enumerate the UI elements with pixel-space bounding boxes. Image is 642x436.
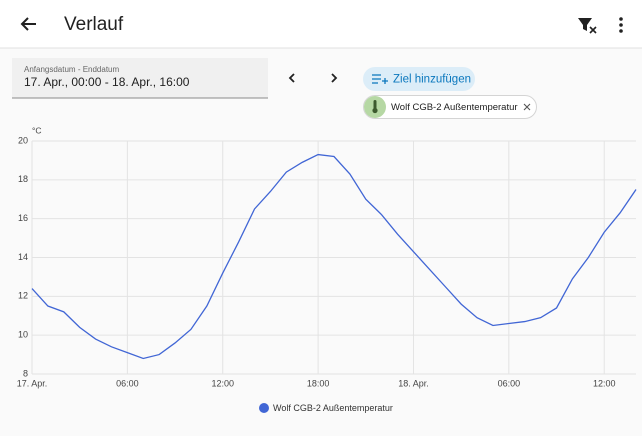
x-tick-label: 06:00 <box>116 378 139 388</box>
clear-filter-button[interactable] <box>578 18 597 34</box>
target-label: Wolf CGB-2 Außentemperatur <box>391 102 518 113</box>
y-tick-label: 16 <box>18 213 28 223</box>
y-tick-label: 18 <box>18 174 28 184</box>
y-tick-label: 14 <box>18 252 28 262</box>
target-chip[interactable]: Wolf CGB-2 Außentemperatur <box>363 95 537 119</box>
date-picker-label: Anfangsdatum - Enddatum <box>24 65 120 74</box>
page-title: Verlauf <box>64 14 124 35</box>
data-line <box>31 153 637 360</box>
date-picker[interactable]: Anfangsdatum - Enddatum 17. Apr., 00:00 … <box>12 58 268 99</box>
x-tick-label: 12:00 <box>593 378 616 388</box>
remove-target-button[interactable] <box>523 103 531 111</box>
prev-button[interactable] <box>288 73 295 83</box>
menu-button[interactable] <box>619 17 623 33</box>
x-tick-label: 18:00 <box>307 378 330 388</box>
y-tick-label: 12 <box>18 291 28 301</box>
add-target-chip[interactable]: Ziel hinzufügen <box>363 67 475 91</box>
next-button[interactable] <box>331 73 338 83</box>
y-tick-label: 8 <box>23 368 28 378</box>
back-button[interactable] <box>20 17 36 31</box>
x-tick-label: 18. Apr. <box>398 378 429 388</box>
toolbar <box>0 0 642 48</box>
legend-label: Wolf CGB-2 Außentemperatur <box>273 403 393 413</box>
x-tick-label: 12:00 <box>211 378 234 388</box>
add-target-label: Ziel hinzufügen <box>393 74 471 86</box>
date-picker-value: 17. Apr., 00:00 - 18. Apr., 16:00 <box>24 75 190 89</box>
y-tick-label: 20 <box>18 135 28 145</box>
x-tick-label: 06:00 <box>498 378 521 388</box>
y-axis-label: °C <box>32 125 42 135</box>
x-tick-label: 17. Apr. <box>17 378 48 388</box>
chart: 8 10 12 14 16 18 20 17. Apr. 06:00 12:00 18:00 18. … <box>17 135 637 413</box>
y-tick-label: 10 <box>18 330 28 340</box>
legend-swatch <box>259 403 269 413</box>
